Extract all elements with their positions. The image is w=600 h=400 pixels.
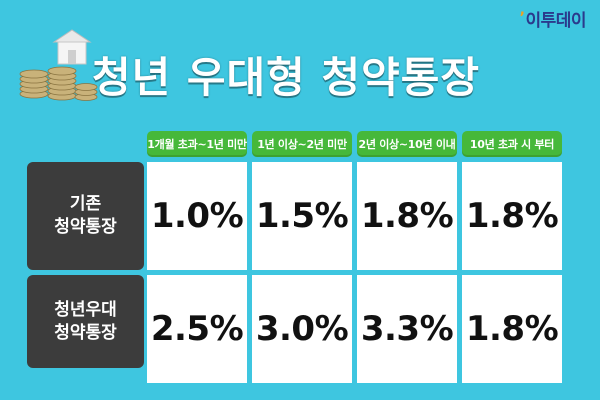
rate-cell: 3.0% — [252, 275, 352, 383]
column-header-1: 1개월 초과~1년 미만 — [147, 131, 247, 157]
column-header-3: 2년 이상~10년 이내 — [357, 131, 457, 157]
row-label-line1: 청년우대 — [54, 299, 117, 320]
row-label-line2: 청약통장 — [54, 322, 117, 343]
row-label-existing: 기존 청약통장 — [27, 162, 144, 270]
rate-cell: 2.5% — [147, 275, 247, 383]
column-header-2: 1년 이상~2년 미만 — [252, 131, 352, 157]
rate-cell: 1.8% — [462, 275, 562, 383]
rate-cell: 1.5% — [252, 162, 352, 270]
brand-logo: ’이투데이 — [519, 6, 587, 31]
row-label-line1: 기존 — [69, 194, 102, 215]
rate-cell: 3.3% — [357, 275, 457, 383]
rate-cell: 1.8% — [357, 162, 457, 270]
rate-cell: 1.8% — [462, 162, 562, 270]
rate-cell: 1.0% — [147, 162, 247, 270]
brand-name: 이투데이 — [525, 11, 586, 31]
column-header-4: 10년 초과 시 부터 — [462, 131, 562, 157]
coins-and-house-icon — [19, 29, 98, 101]
row-label-line2: 청약통장 — [54, 217, 117, 237]
page-title: 청년 우대형 청약통장 — [92, 53, 481, 102]
logo-accent-icon: ’ — [519, 10, 525, 26]
row-label-youth: 청년우대 청약통장 — [27, 275, 144, 368]
